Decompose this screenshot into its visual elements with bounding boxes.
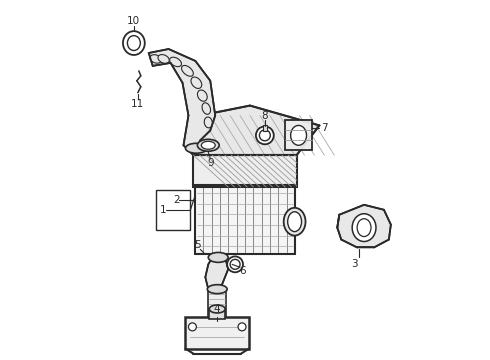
Bar [208,289,226,319]
Ellipse shape [185,143,207,153]
Text: 1: 1 [159,205,166,215]
Polygon shape [337,205,391,247]
Ellipse shape [170,57,181,67]
Ellipse shape [357,219,371,237]
Ellipse shape [182,66,194,76]
Polygon shape [194,155,296,187]
Ellipse shape [150,55,161,63]
Bar [285,121,313,150]
Polygon shape [194,105,319,155]
Ellipse shape [197,90,207,101]
Text: 2: 2 [173,195,180,205]
Ellipse shape [352,214,376,242]
Bar [185,317,249,349]
Ellipse shape [202,103,211,114]
Text: 5: 5 [194,240,201,251]
Ellipse shape [197,139,219,151]
Ellipse shape [204,117,212,128]
Ellipse shape [291,125,307,145]
Ellipse shape [189,323,196,331]
Text: 6: 6 [240,266,246,276]
Ellipse shape [256,126,274,144]
Ellipse shape [123,31,145,55]
Ellipse shape [208,252,228,262]
Ellipse shape [227,256,243,272]
Ellipse shape [191,77,202,89]
Bar [209,309,225,319]
Text: 9: 9 [207,158,214,168]
Text: 7: 7 [321,123,328,134]
Polygon shape [149,49,215,155]
Ellipse shape [201,141,215,149]
Text: 8: 8 [262,112,268,121]
Polygon shape [156,190,191,230]
Bar [263,125,267,131]
Ellipse shape [209,305,225,313]
Ellipse shape [288,212,301,231]
Text: 10: 10 [127,16,141,26]
Ellipse shape [207,285,227,294]
Ellipse shape [284,208,306,235]
Text: 11: 11 [131,99,145,109]
Ellipse shape [238,323,246,331]
Polygon shape [205,257,228,291]
Ellipse shape [230,260,240,269]
Polygon shape [196,185,294,255]
Ellipse shape [158,55,169,63]
Ellipse shape [127,36,140,50]
Ellipse shape [259,130,270,141]
Text: 3: 3 [351,259,358,269]
Text: 4: 4 [214,304,220,314]
